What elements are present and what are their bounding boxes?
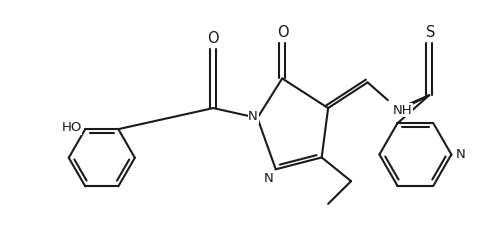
Text: HO: HO [61,121,82,134]
Text: N: N [264,172,274,185]
Text: NH: NH [393,104,412,117]
Text: O: O [278,25,289,40]
Text: N: N [248,110,258,123]
Text: O: O [207,31,219,46]
Text: N: N [456,148,466,161]
Text: S: S [426,25,435,40]
